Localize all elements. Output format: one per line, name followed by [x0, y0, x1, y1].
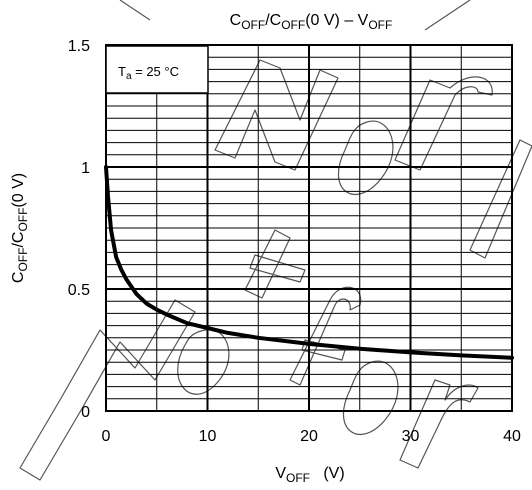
x-tick-label: 10: [199, 428, 217, 445]
tick-labels: 0 10 20 30 40 0 0.5 1 1.5: [68, 38, 521, 445]
y-tick-label: 0.5: [68, 282, 90, 299]
annotation-text: Ta = 25 °C: [118, 64, 179, 82]
axes-frame: [105, 44, 513, 412]
plot-frame: [105, 44, 513, 412]
x-tick-label: 40: [503, 428, 521, 445]
y-axis-label: COFF/COFF(0 V): [10, 173, 30, 283]
x-tick-label: 0: [102, 428, 111, 445]
annotation-box: Ta = 25 °C: [105, 45, 209, 94]
x-tick-label: 20: [300, 428, 318, 445]
annotation-frame: [105, 45, 209, 94]
y-tick-label: 1: [81, 160, 90, 177]
series-layer: [104, 165, 514, 360]
x-axis-label: VOFF (V): [275, 465, 344, 485]
y-tick-label: 1.5: [68, 38, 90, 55]
series-line-0: [104, 165, 514, 360]
chart-title: COFF/COFF(0 V) – VOFF: [230, 12, 393, 32]
y-tick-label: 0: [81, 404, 90, 421]
x-tick-label: 30: [402, 428, 420, 445]
